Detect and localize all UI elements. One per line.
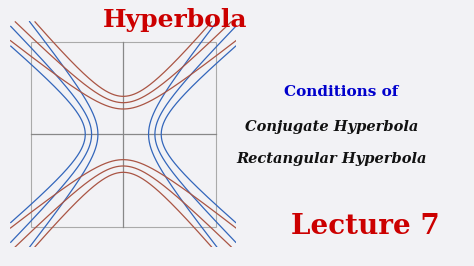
Text: Rectangular Hyperbola: Rectangular Hyperbola [237,152,427,166]
Text: Lecture 7: Lecture 7 [291,213,439,240]
Text: Hyperbola: Hyperbola [103,8,247,32]
Text: Conjugate Hyperbola: Conjugate Hyperbola [245,120,419,134]
Text: Conditions of: Conditions of [284,85,399,99]
Bar [30,42,216,227]
